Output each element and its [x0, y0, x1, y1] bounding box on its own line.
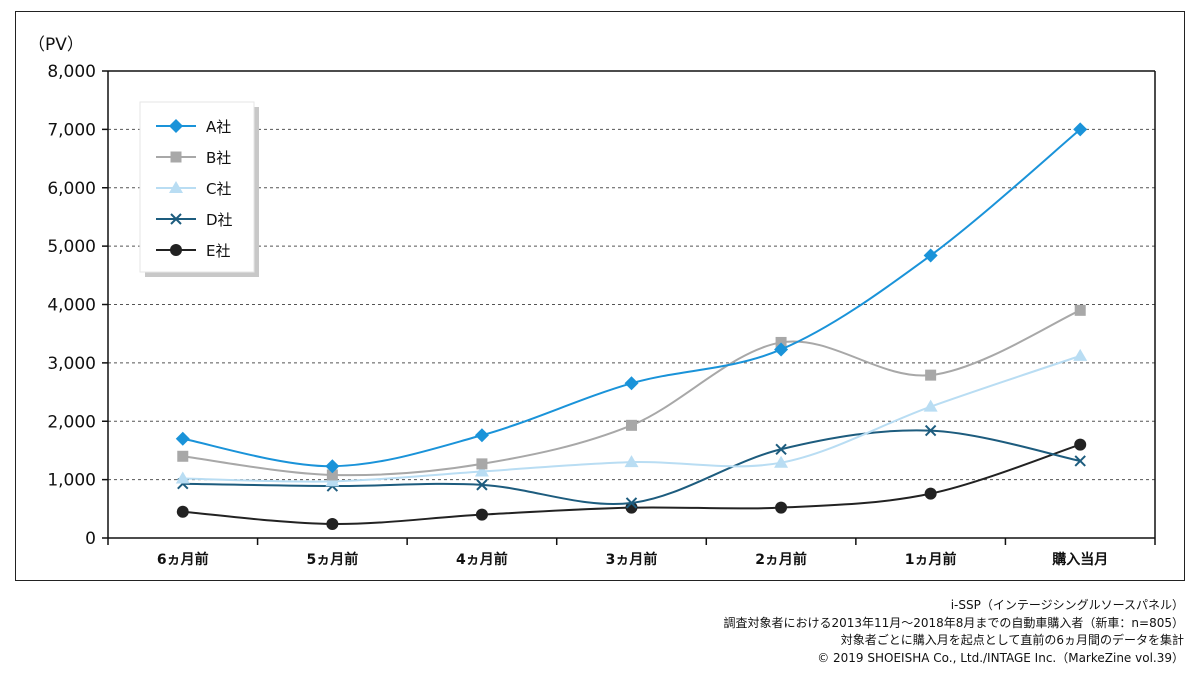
series-b	[177, 304, 1086, 481]
note-line: i-SSP（インテージシングルソースパネル）	[950, 598, 1184, 612]
y-tick-label: 1,000	[47, 471, 96, 491]
legend-label-c: C社	[206, 180, 231, 198]
chart-frame	[15, 11, 1185, 581]
data-point-c	[624, 455, 639, 468]
legend-marker-b	[170, 151, 182, 163]
note-line: © 2019 SHOEISHA Co., Ltd./INTAGE Inc.（Ma…	[817, 650, 1184, 665]
x-tick-label: 購入当月	[1051, 551, 1108, 568]
data-point-b	[326, 469, 338, 481]
legend: A社 B社 C社 D社 E社	[139, 101, 255, 273]
series-c	[175, 348, 1088, 487]
data-point-d	[476, 479, 488, 491]
data-point-e	[326, 517, 339, 530]
x-tick-label: 2ヵ月前	[755, 551, 807, 568]
legend-marker-a	[169, 119, 183, 133]
series-line-a	[182, 128, 1081, 468]
data-point-d	[924, 424, 937, 437]
data-point-c	[474, 464, 489, 477]
y-tick-label: 7,000	[47, 120, 96, 140]
y-tick-label: 8,000	[47, 62, 96, 82]
legend-marker-e	[170, 244, 182, 256]
data-point-b	[775, 336, 787, 348]
note-line: 調査対象者における2013年11月～2018年8月までの自動車購入者（新車：n=…	[723, 615, 1184, 630]
data-point-b	[177, 450, 189, 462]
x-tick-label: 1ヵ月前	[905, 551, 957, 568]
data-point-a	[774, 342, 789, 357]
x-tick-label: 3ヵ月前	[606, 551, 658, 568]
series-a	[175, 122, 1088, 474]
y-axis-unit: （PV）	[28, 35, 84, 55]
data-point-b	[626, 419, 637, 431]
data-point-e	[924, 487, 937, 500]
data-point-a	[325, 459, 340, 474]
y-tick-label: 3,000	[47, 354, 96, 374]
data-point-b	[925, 369, 937, 381]
legend-label-d: D社	[206, 211, 233, 229]
data-point-a	[1073, 122, 1088, 137]
x-tick-label: 6ヵ月前	[157, 551, 209, 568]
x-tick-label: 5ヵ月前	[306, 551, 358, 568]
data-point-d	[775, 443, 787, 455]
data-point-c	[774, 455, 789, 468]
data-point-e	[775, 501, 788, 514]
x-tick-label: 4ヵ月前	[456, 551, 508, 568]
data-point-e	[176, 505, 189, 518]
y-tick-label: 6,000	[47, 179, 96, 199]
series-e	[176, 438, 1087, 530]
y-tick-label: 4,000	[47, 296, 96, 316]
legend-label-e: E社	[206, 242, 230, 260]
line-chart: 0 1,000 2,000 3,000 4,000 5,000 6,000 7,000 8,00…	[28, 35, 1156, 568]
data-point-e	[475, 508, 488, 521]
data-point-a	[923, 248, 938, 263]
data-point-e	[1074, 438, 1087, 451]
legend-label-a: A社	[206, 118, 231, 136]
data-point-b	[476, 458, 488, 470]
data-point-c	[923, 399, 938, 412]
legend-marker-c	[169, 181, 183, 193]
y-tick-label: 2,000	[47, 412, 96, 432]
legend-marker-d	[170, 213, 182, 225]
data-point-b	[1074, 304, 1086, 316]
y-tick-label: 0	[85, 529, 96, 549]
note-line: 対象者ごとに購入月を起点として直前の6ヵ月間のデータを集計	[840, 633, 1184, 647]
series-line-d	[182, 429, 1081, 505]
series-line-b	[182, 309, 1081, 477]
data-point-c	[175, 471, 190, 484]
data-point-d	[625, 497, 638, 509]
data-point-a	[624, 376, 639, 391]
legend-label-b: B社	[206, 149, 231, 167]
data-point-a	[474, 428, 489, 443]
source-notes: i-SSP（インテージシングルソースパネル） 調査対象者における2013年11月…	[723, 597, 1184, 667]
data-point-c	[1073, 348, 1088, 361]
data-point-d	[1074, 455, 1086, 467]
y-tick-label: 5,000	[47, 237, 96, 257]
data-point-a	[175, 431, 190, 446]
